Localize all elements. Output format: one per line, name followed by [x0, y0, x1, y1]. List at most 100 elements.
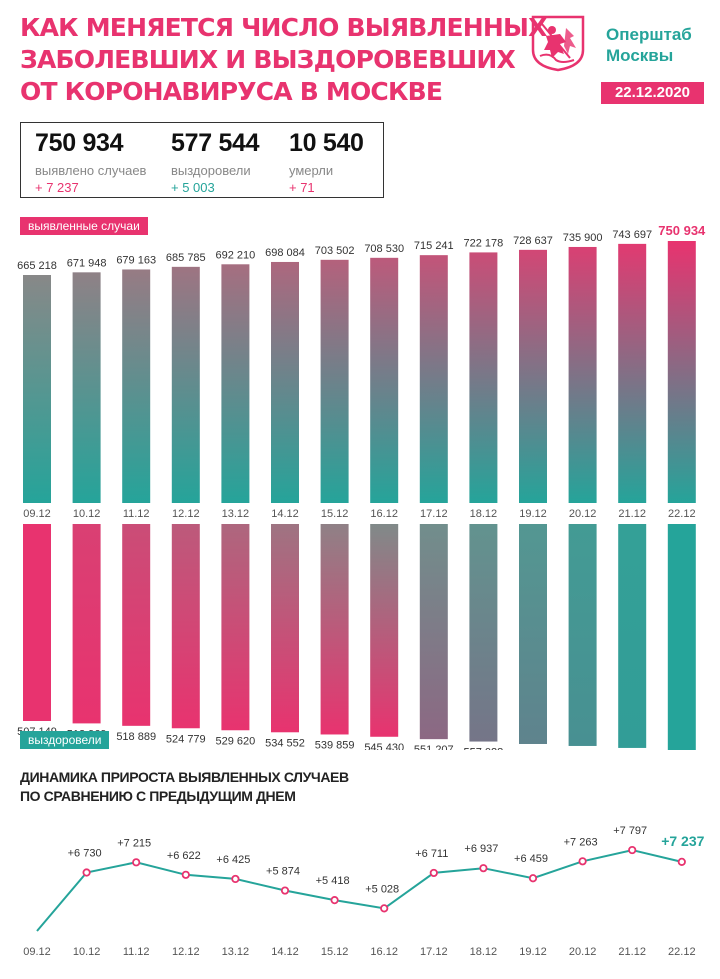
- detected-value-label: 703 502: [315, 245, 355, 257]
- increment-date-label: 11.12: [123, 946, 150, 958]
- increment-date-label: 18.12: [470, 946, 498, 958]
- detected-bar: [568, 246, 597, 503]
- org-name: Оперштаб Москвы: [606, 24, 692, 66]
- detected-value-label: 715 241: [414, 240, 454, 252]
- stat-delta: + 5 003: [171, 180, 215, 195]
- stat-detected: 750 934 выявлено случаев + 7 237: [35, 129, 146, 195]
- detected-value-label: 665 218: [17, 260, 57, 272]
- increment-value-label: +7 263: [564, 836, 598, 848]
- recovered-bar: [171, 524, 200, 729]
- recovered-bar: [618, 524, 647, 748]
- detected-bar: [320, 259, 349, 503]
- detected-value-label: 692 210: [216, 249, 256, 261]
- org-name-line: Оперштаб: [606, 25, 692, 44]
- increment-point: [231, 874, 240, 884]
- increment-point: [82, 868, 91, 877]
- stat-label: умерли: [289, 163, 334, 178]
- detected-date-label: 14.12: [271, 508, 299, 520]
- increment-value-label: +5 028: [365, 883, 399, 895]
- line-chart-title: Динамика прироста выявленных случаев по …: [20, 768, 349, 806]
- detected-date-label: 22.12: [668, 508, 696, 520]
- org-name-line: Москвы: [606, 46, 674, 65]
- stat-value: 750 934: [35, 129, 124, 157]
- recovered-bar: [23, 524, 51, 721]
- recovered-series-tag: выздоровели: [20, 731, 110, 749]
- increment-value-label: +7 237: [661, 833, 704, 849]
- stat-value: 10 540: [289, 129, 364, 157]
- recovered-value-label: 529 620: [216, 735, 256, 747]
- detected-bar: [23, 275, 51, 503]
- increment-date-label: 20.12: [569, 946, 597, 958]
- increment-date-label: 16.12: [370, 946, 398, 958]
- detected-bar: [370, 257, 399, 503]
- line-chart-title-line: по сравнению с предыдущим днем: [20, 788, 296, 804]
- detected-date-label: 21.12: [618, 508, 646, 520]
- detected-bar: [419, 255, 448, 503]
- detected-date-label: 20.12: [569, 508, 597, 520]
- increment-date-label: 15.12: [321, 946, 349, 958]
- recovered-bar: [419, 524, 448, 740]
- increment-date-label: 12.12: [172, 946, 200, 958]
- detected-series-tag: выявленные случаи: [20, 217, 148, 235]
- increment-line: [36, 849, 683, 932]
- increment-date-label: 21.12: [618, 946, 646, 958]
- detected-date-label: 11.12: [123, 508, 150, 520]
- increment-value-label: +6 459: [514, 853, 548, 865]
- detected-date-label: 16.12: [370, 508, 398, 520]
- detected-date-label: 12.12: [172, 508, 200, 520]
- stat-label: выявлено случаев: [35, 163, 147, 178]
- recovered-value-label: 534 552: [265, 737, 305, 749]
- increment-point: [380, 904, 389, 913]
- detected-bar: [221, 264, 250, 503]
- recovered-bar: [667, 524, 696, 750]
- increment-value-label: +6 622: [167, 850, 201, 862]
- detected-date-label: 15.12: [321, 508, 349, 520]
- detected-bar: [122, 269, 151, 503]
- increment-date-label: 13.12: [222, 946, 250, 958]
- detected-bar: [519, 249, 547, 503]
- stat-value: 577 544: [171, 129, 260, 157]
- detected-value-label: 685 785: [166, 252, 206, 264]
- detected-bar: [72, 272, 101, 503]
- increment-date-label: 14.12: [271, 946, 299, 958]
- date-badge: 22.12.2020: [601, 82, 704, 104]
- stat-deaths: 10 540 умерли + 71: [289, 129, 364, 195]
- detected-value-label: 679 163: [116, 254, 156, 266]
- detected-value-label: 743 697: [612, 229, 652, 241]
- increment-value-label: +6 730: [68, 848, 102, 860]
- detected-bar: [469, 252, 498, 503]
- increment-value-label: +6 425: [216, 854, 250, 866]
- recovered-bar: [568, 524, 597, 746]
- detected-bar: [171, 266, 200, 503]
- increment-date-label: 09.12: [23, 946, 51, 958]
- increment-date-label: 22.12: [668, 946, 696, 958]
- increment-value-label: +5 418: [316, 875, 350, 887]
- detected-bar: [667, 241, 696, 503]
- recovered-value-label: 539 859: [315, 739, 355, 750]
- recovered-bar: [519, 524, 547, 744]
- detected-value-label: 728 637: [513, 235, 553, 247]
- recovered-bar: [320, 524, 349, 735]
- increment-value-label: +7 797: [613, 825, 647, 837]
- detected-date-label: 10.12: [73, 508, 101, 520]
- increment-point: [181, 870, 190, 879]
- recovered-bar: [122, 524, 151, 726]
- detected-date-label: 18.12: [470, 508, 498, 520]
- increment-value-label: +6 937: [464, 843, 498, 855]
- increment-date-label: 17.12: [420, 946, 448, 958]
- increment-value-label: +7 215: [117, 837, 151, 849]
- detected-date-label: 09.12: [23, 508, 51, 520]
- stat-delta: + 7 237: [35, 180, 79, 195]
- detected-date-label: 13.12: [222, 508, 250, 520]
- recovered-bar: [469, 524, 498, 742]
- stat-label: выздоровели: [171, 163, 251, 178]
- increment-date-label: 19.12: [519, 946, 547, 958]
- title-line: от коронавируса в Москве: [20, 77, 443, 106]
- detected-bar: [271, 261, 299, 503]
- increment-point: [280, 886, 290, 895]
- detected-value-label: 708 530: [364, 243, 404, 255]
- stat-delta: + 71: [289, 180, 315, 195]
- recovered-bar: [72, 524, 101, 724]
- recovered-bar: [221, 524, 250, 731]
- increment-point: [628, 845, 637, 855]
